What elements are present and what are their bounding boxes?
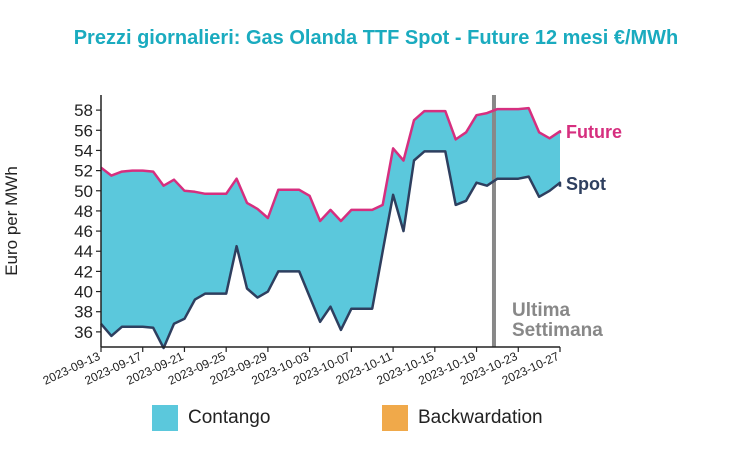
contango-swatch xyxy=(152,405,178,431)
future-series-label: Future xyxy=(566,122,622,142)
legend-item-contango: Contango xyxy=(152,405,270,431)
legend-label-backwardation: Backwardation xyxy=(418,407,543,428)
y-tick-label: 50 xyxy=(74,182,93,201)
y-tick-label: 36 xyxy=(74,323,93,342)
legend-item-backwardation: Backwardation xyxy=(382,405,543,431)
y-tick-label: 44 xyxy=(74,242,93,261)
backwardation-swatch xyxy=(382,405,408,431)
spot-series-label: Spot xyxy=(566,174,606,194)
chart-title: Prezzi giornalieri: Gas Olanda TTF Spot … xyxy=(73,27,679,49)
y-tick-label: 40 xyxy=(74,283,93,302)
y-tick-label: 58 xyxy=(74,101,93,120)
legend-label-contango: Contango xyxy=(188,407,271,428)
future-line xyxy=(100,106,562,223)
y-tick-label: 54 xyxy=(74,141,93,160)
annotation-label-line2: Settimana xyxy=(512,320,603,341)
spot-line xyxy=(100,150,562,350)
y-tick-label: 48 xyxy=(74,202,93,221)
series-labels: Future Spot xyxy=(566,122,622,194)
y-tick-label: 52 xyxy=(74,162,93,181)
y-tick-label: 38 xyxy=(74,303,93,322)
contango-fill-layer xyxy=(101,108,560,348)
x-axis: 2023-09-132023-09-172023-09-212023-09-25… xyxy=(41,346,562,388)
y-tick-label: 56 xyxy=(74,121,93,140)
contango-area xyxy=(101,108,560,348)
y-tick-label: 42 xyxy=(74,262,93,281)
y-axis-label: Euro per MWh xyxy=(2,166,21,276)
y-tick-label: 46 xyxy=(74,222,93,241)
series-layer xyxy=(100,106,562,350)
annotation-label-line1: Ultima xyxy=(512,300,571,321)
